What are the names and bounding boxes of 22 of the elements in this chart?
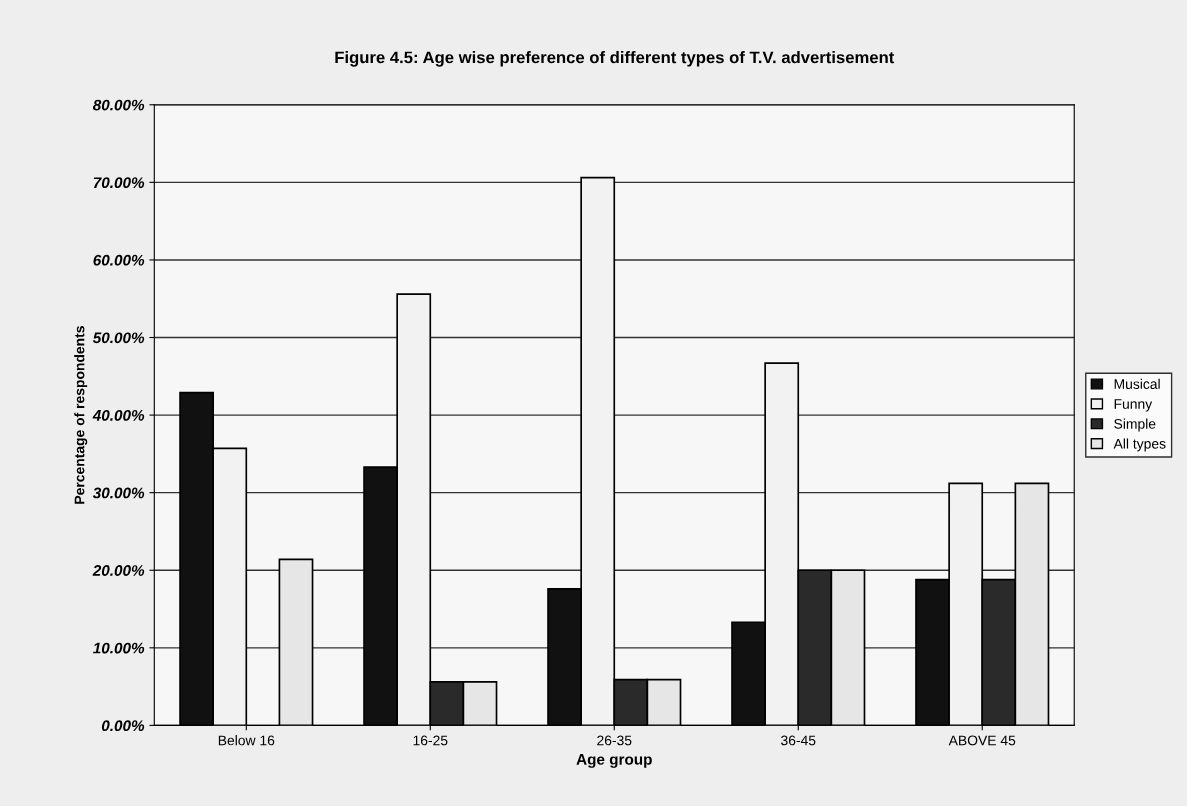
chart-title: Figure 4.5: Age wise preference of different types of T.V. advertisement [335,51,895,67]
y-tick-label: 50.00% [92,332,145,344]
x-tick-label: ABOVE 45 [948,735,1016,746]
y-tick-label: 10.00% [93,642,145,654]
y-tick-label: 20.00% [92,565,145,576]
y-axis-title: Percentage of respondents [74,326,88,504]
y-tick-label: 60.00% [93,254,145,266]
x-tick-label: 26-35 [597,735,632,746]
bar [278,558,314,726]
legend-label: Funny [1114,399,1153,412]
legend-label: Simple [1114,418,1156,432]
legend-label: Musical [1114,378,1160,389]
x-tick-label: 16-25 [413,735,448,746]
x-tick-label: Below 16 [218,735,275,746]
y-tick-label: 80.00% [92,99,145,111]
y-tick-label: 70.00% [93,177,145,189]
y-tick-label: 30.00% [92,487,145,499]
x-axis-title: Age group [576,754,652,768]
legend-label: All types [1113,438,1166,452]
y-tick-label: 0.00% [101,720,145,732]
y-tick-label: 40.00% [92,409,145,421]
x-tick-label: 36-45 [781,735,816,746]
